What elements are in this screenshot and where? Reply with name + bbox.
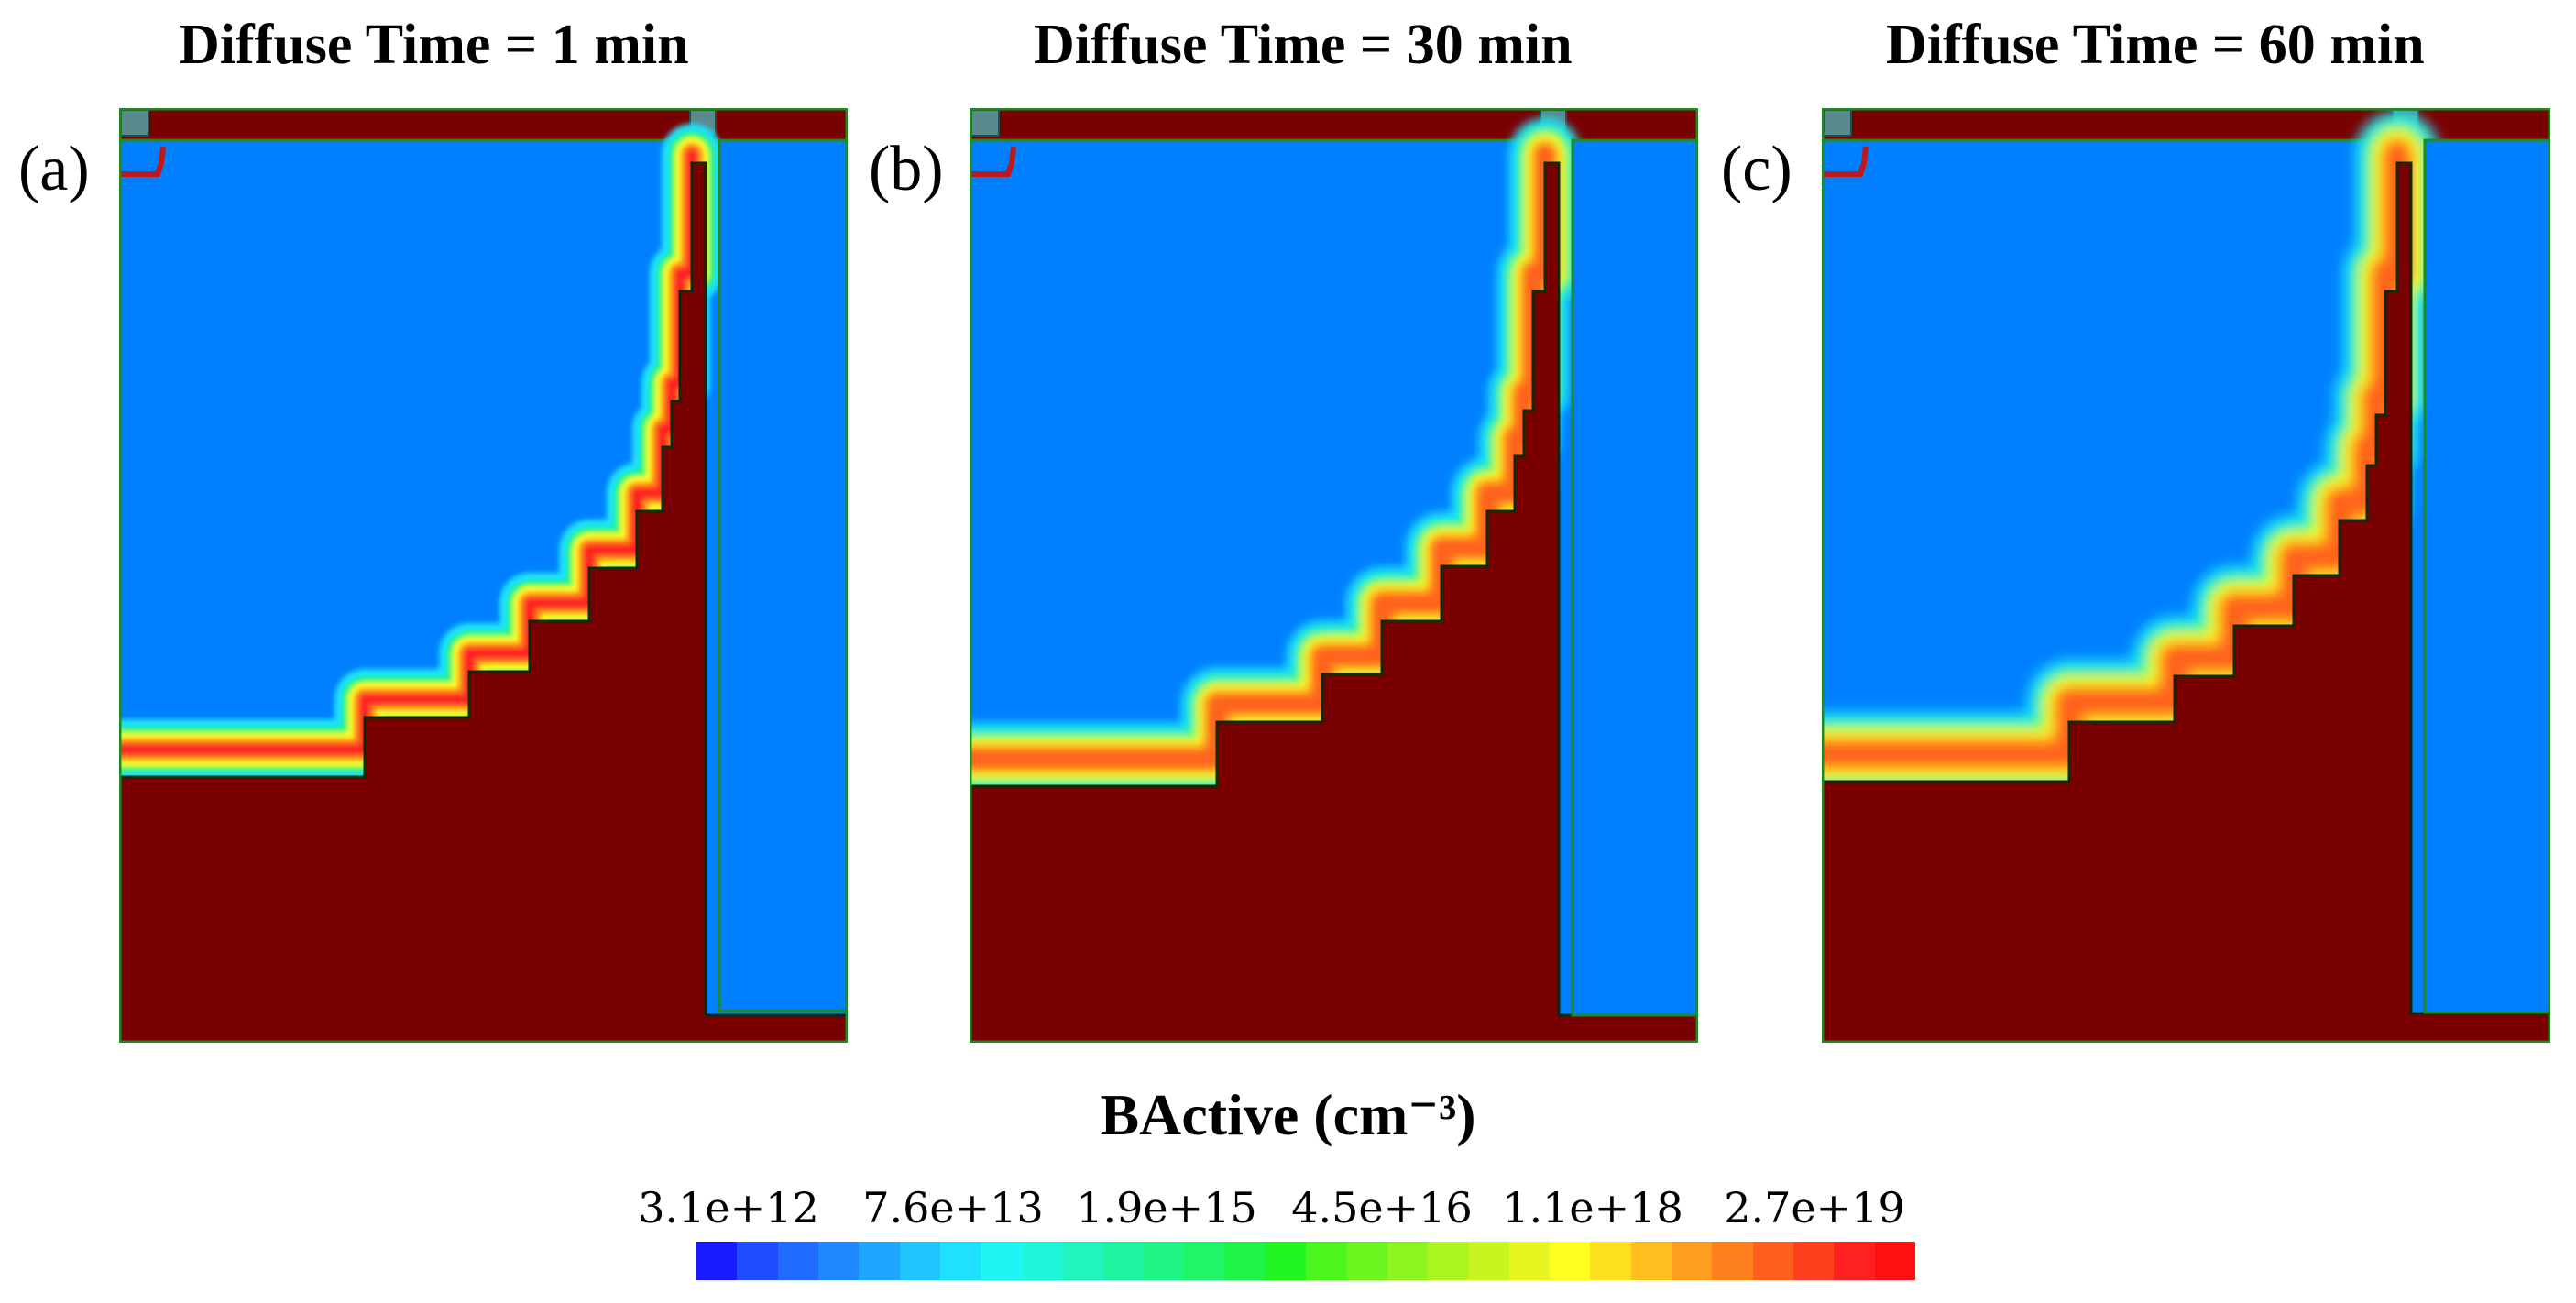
right-trench — [1571, 138, 1698, 1017]
corner-marker — [1824, 146, 1869, 177]
colorbar-swatch — [696, 1242, 738, 1280]
colorbar-swatch — [1874, 1242, 1915, 1280]
right-trench — [718, 138, 848, 1013]
colorbar-swatch — [1712, 1242, 1753, 1280]
colorbar-swatch — [1102, 1242, 1144, 1280]
colorbar-swatch — [777, 1242, 818, 1280]
colorbar-swatch — [981, 1242, 1022, 1280]
doped-silicon-region — [119, 161, 848, 1043]
colorbar-swatch — [1143, 1242, 1184, 1280]
panel-label-c: (c) — [1721, 134, 1792, 204]
top-oxide-layer — [1822, 108, 2550, 142]
colorbar-tick-labels: 3.1e+12 7.6e+13 1.9e+15 4.5e+16 1.1e+18 … — [632, 1187, 1970, 1238]
colorbar-swatch — [1346, 1242, 1387, 1280]
colorbar-swatch — [1021, 1242, 1062, 1280]
colorbar-swatch — [1265, 1242, 1306, 1280]
panel-label-a: (a) — [18, 134, 90, 204]
left-contact — [120, 109, 149, 137]
panel-title-a: Diffuse Time = 1 min — [179, 14, 689, 76]
colorbar-tick-label: 2.7e+19 — [1724, 1183, 1905, 1232]
doped-silicon-region — [970, 161, 1698, 1043]
right-trench — [2423, 138, 2550, 1014]
colorbar-swatch — [1427, 1242, 1469, 1280]
colorbar-tick-label: 4.5e+16 — [1291, 1183, 1473, 1232]
colorbar-swatch — [1752, 1242, 1793, 1280]
colorbar-swatch — [1590, 1242, 1631, 1280]
panel-border — [1822, 108, 2550, 1043]
colorbar-swatch — [1387, 1242, 1428, 1280]
corner-marker — [971, 146, 1016, 177]
colorbar-tick-label: 1.9e+15 — [1076, 1183, 1257, 1232]
corner-marker — [121, 146, 166, 177]
simulation-panel-a — [119, 108, 848, 1043]
colorbar-swatch — [737, 1242, 778, 1280]
colorbar-swatch — [1305, 1242, 1347, 1280]
colorbar-swatch — [1792, 1242, 1835, 1280]
panel-label-b: (b) — [869, 134, 944, 204]
colorbar-swatch — [1834, 1242, 1875, 1280]
colorbar-swatch — [1224, 1242, 1266, 1280]
colorbar-swatch — [817, 1242, 860, 1280]
colorbar — [696, 1242, 1915, 1280]
panel-title-c: Diffuse Time = 60 min — [1886, 14, 2425, 76]
top-oxide-layer — [119, 108, 848, 142]
colorbar-swatch — [1508, 1242, 1550, 1280]
colorbar-swatch — [1630, 1242, 1672, 1280]
colorbar-swatch — [1061, 1242, 1103, 1280]
colorbar-swatch — [1671, 1242, 1713, 1280]
colorbar-title: BActive (cm⁻³) — [1100, 1082, 1476, 1147]
colorbar-tick-label: 7.6e+13 — [862, 1183, 1044, 1232]
colorbar-swatch — [1183, 1242, 1225, 1280]
doped-silicon-region — [1822, 161, 2550, 1043]
colorbar-tick-label: 1.1e+18 — [1502, 1183, 1683, 1232]
colorbar-swatch — [939, 1242, 981, 1280]
simulation-panel-c — [1822, 108, 2550, 1043]
panel-border — [970, 108, 1698, 1043]
left-contact — [970, 109, 1000, 137]
colorbar-swatch — [1549, 1242, 1591, 1280]
top-oxide-layer — [970, 108, 1698, 142]
panel-title-b: Diffuse Time = 30 min — [1034, 14, 1573, 76]
colorbar-tick-label: 3.1e+12 — [638, 1183, 819, 1232]
simulation-panel-b — [970, 108, 1698, 1043]
left-contact — [1823, 109, 1852, 137]
colorbar-swatch — [1468, 1242, 1509, 1280]
colorbar-swatch — [859, 1242, 900, 1280]
colorbar-swatch — [899, 1242, 940, 1280]
panel-border — [119, 108, 848, 1043]
